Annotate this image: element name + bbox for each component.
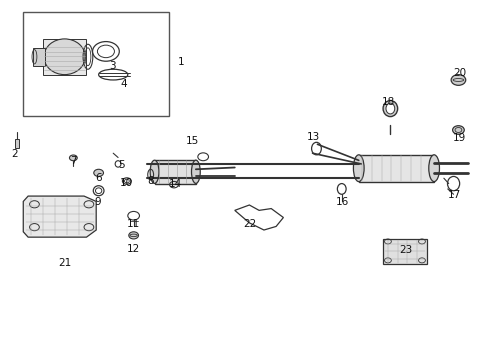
Text: 6: 6 [95,173,102,183]
Text: 8: 8 [147,176,154,186]
Text: 17: 17 [447,190,460,200]
Text: 19: 19 [452,133,465,143]
Text: 21: 21 [58,258,71,268]
Bar [33,48,45,66]
Ellipse shape [353,155,364,181]
Text: 10: 10 [120,177,133,188]
Circle shape [450,75,465,85]
Text: 12: 12 [127,244,140,253]
Text: 2: 2 [12,149,18,159]
Text: 23: 23 [399,246,412,255]
Text: 13: 13 [306,132,319,142]
Text: 14: 14 [168,179,181,189]
Bar [154,160,196,184]
Text: 3: 3 [109,61,115,71]
Text: 7: 7 [70,156,77,166]
Bar [358,155,433,182]
Polygon shape [23,196,96,237]
Circle shape [128,232,138,239]
Text: 1: 1 [178,57,184,67]
Ellipse shape [385,103,394,114]
Bar [42,39,86,75]
Ellipse shape [428,155,439,181]
Ellipse shape [44,39,85,75]
Ellipse shape [191,160,200,183]
Text: 18: 18 [382,97,395,107]
Circle shape [94,169,103,176]
Text: 20: 20 [452,68,465,78]
Text: 4: 4 [121,79,127,89]
Circle shape [452,126,463,134]
Text: 5: 5 [119,160,125,170]
Bar [382,239,426,264]
Bar [15,139,20,148]
Text: 15: 15 [185,136,198,146]
Text: 9: 9 [94,197,101,207]
Text: 11: 11 [127,219,140,229]
Ellipse shape [150,160,159,183]
Text: 22: 22 [243,219,256,229]
Text: 16: 16 [335,197,348,207]
Circle shape [69,155,77,161]
Ellipse shape [382,100,397,117]
Bar [23,12,169,116]
